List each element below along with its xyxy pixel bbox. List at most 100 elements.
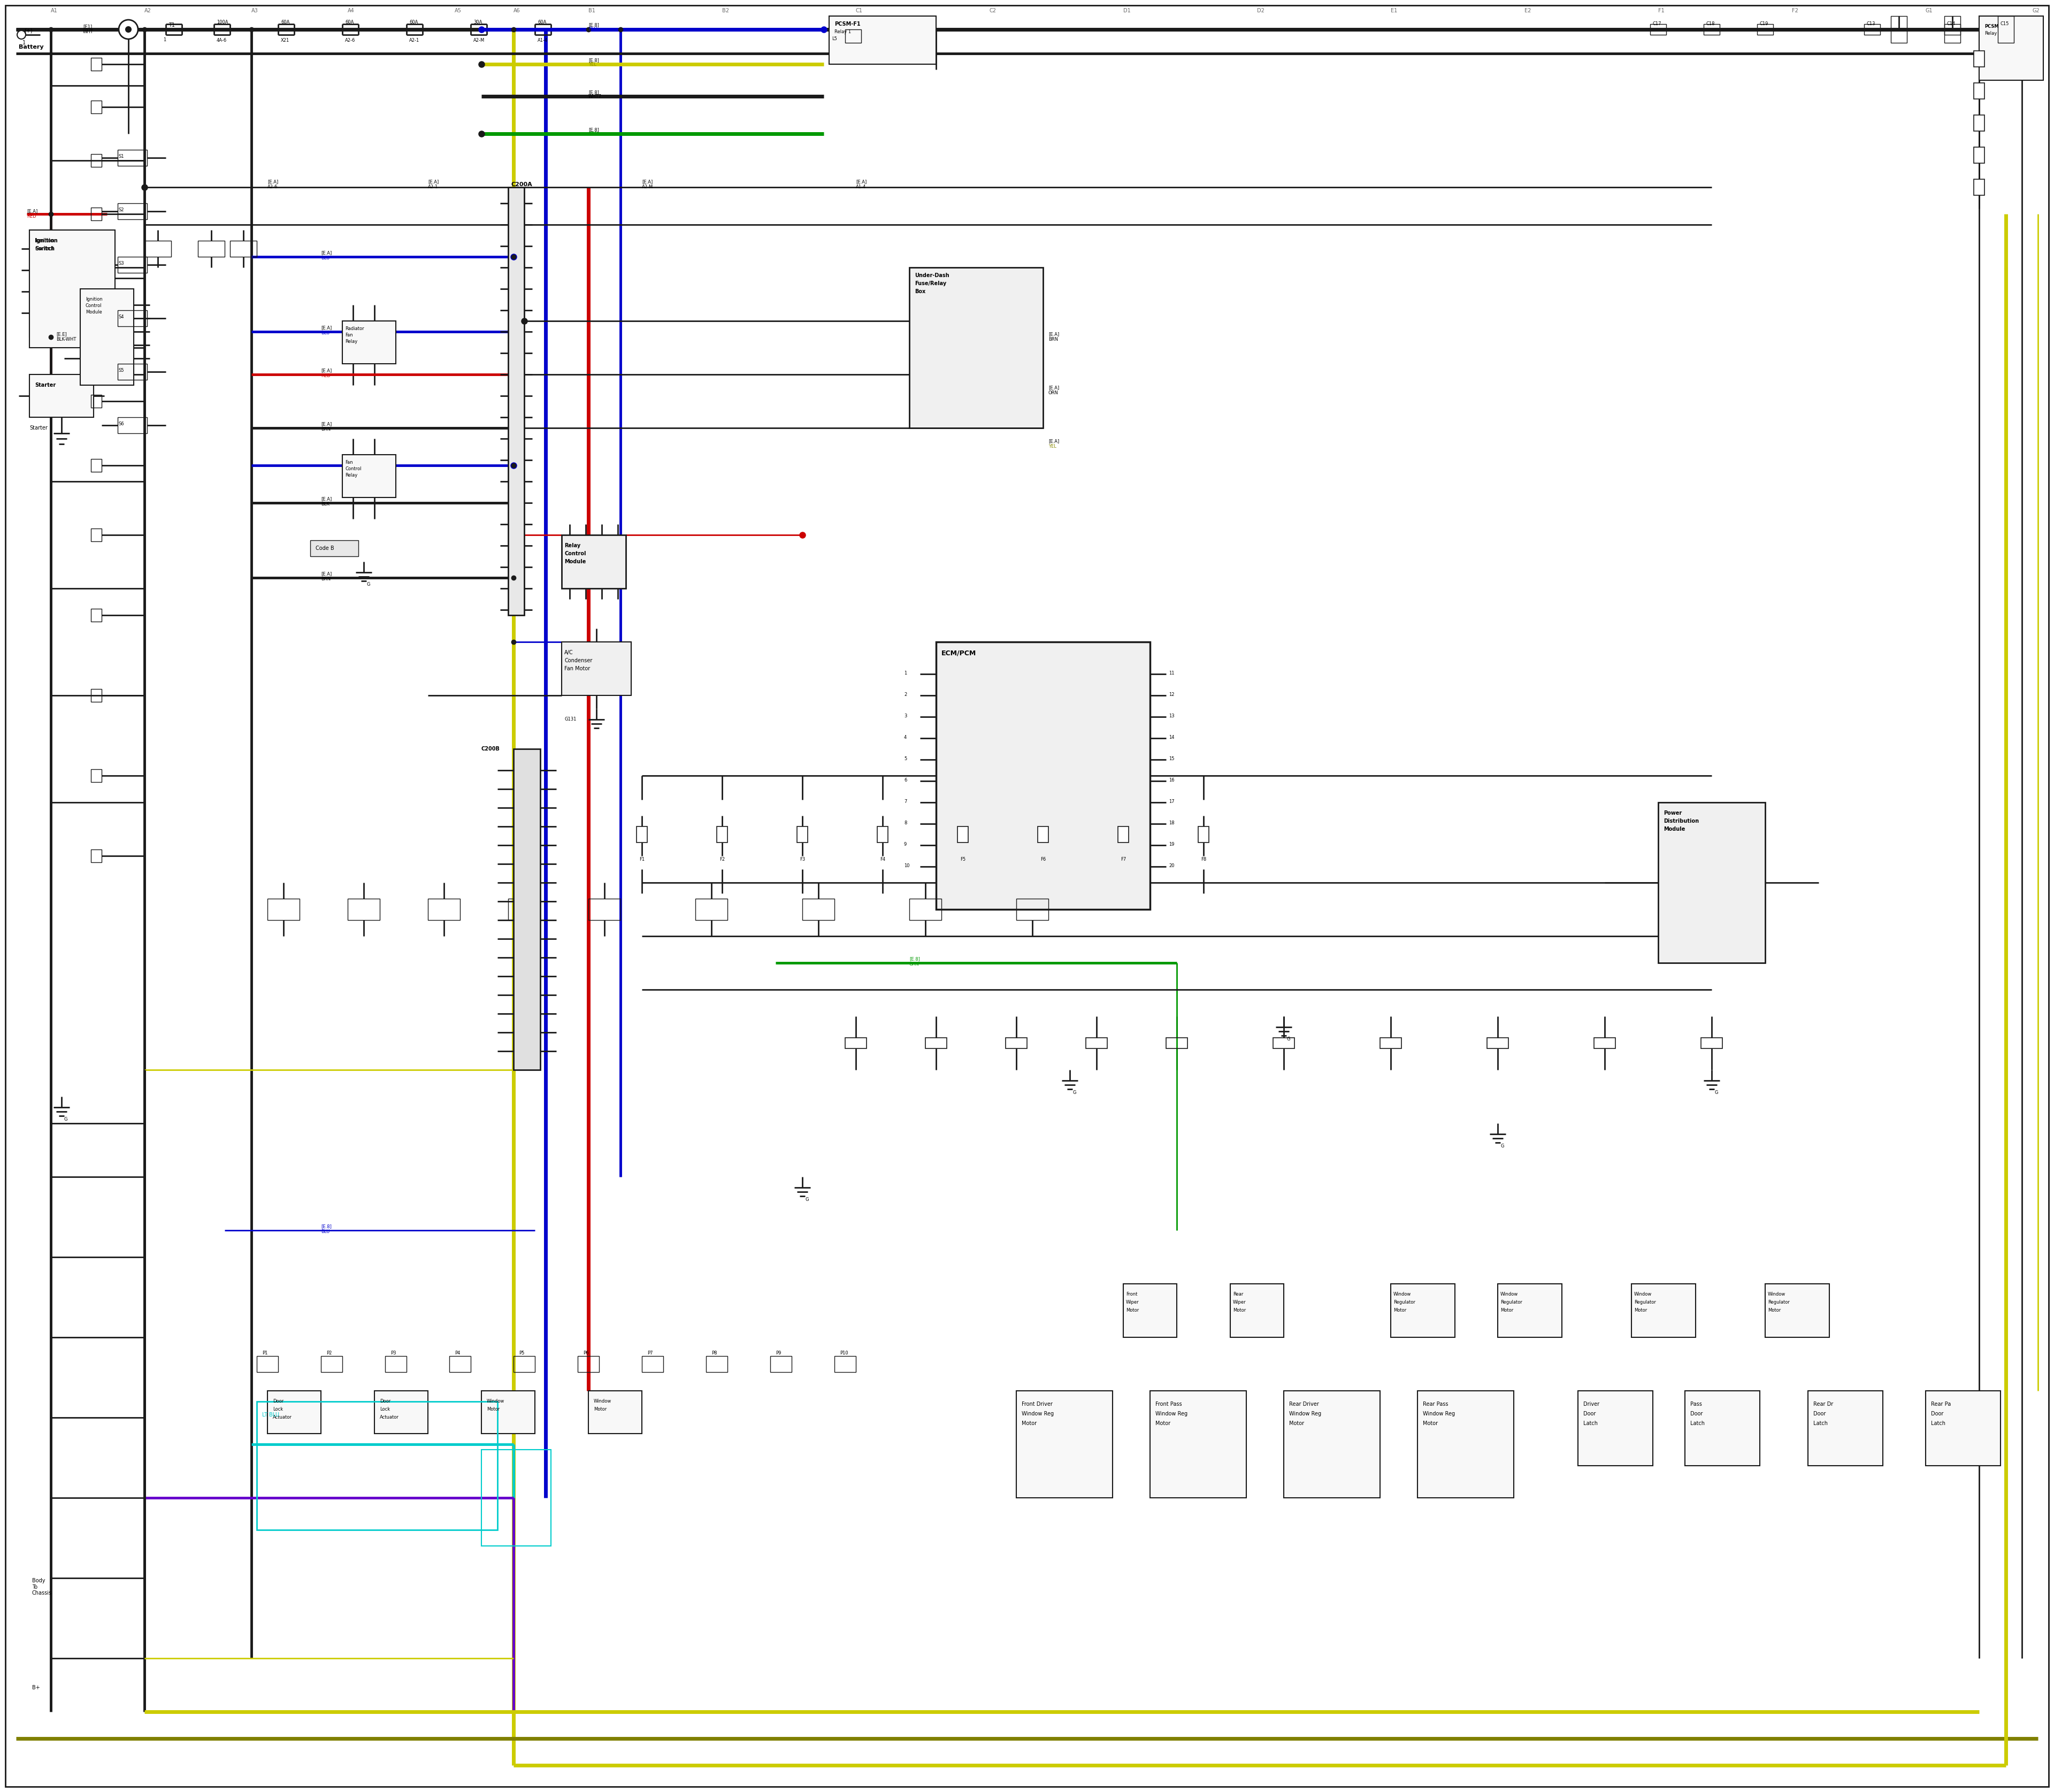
Text: Power: Power [1664, 810, 1682, 815]
Text: P2: P2 [327, 1351, 333, 1355]
Bar [1391, 1283, 1454, 1337]
Text: C17: C17 [1653, 22, 1662, 27]
Bar [696, 898, 727, 919]
Bar [117, 310, 148, 326]
Bar [257, 1357, 277, 1373]
Text: C1: C1 [857, 7, 863, 13]
Bar [29, 229, 99, 337]
Text: Door: Door [1690, 1410, 1703, 1416]
Bar [910, 898, 941, 919]
Text: LT BLU: LT BLU [263, 1412, 279, 1417]
Text: Door: Door [1584, 1410, 1596, 1416]
Text: Lock: Lock [380, 1407, 390, 1412]
Text: Motor: Motor [1768, 1308, 1781, 1314]
Text: G: G [1072, 1090, 1076, 1095]
Text: Motor: Motor [1021, 1421, 1037, 1426]
Text: Window: Window [1393, 1292, 1411, 1297]
Text: 14: 14 [1169, 735, 1175, 740]
Text: Regulator: Regulator [1635, 1299, 1656, 1305]
Bar [1017, 898, 1048, 919]
Text: A1-4: A1-4 [857, 185, 867, 190]
Text: G: G [1715, 1090, 1717, 1095]
Text: [E.A]: [E.A] [857, 179, 867, 185]
Text: PCSM-F1: PCSM-F1 [834, 22, 861, 27]
Text: G: G [1286, 1038, 1290, 1041]
Text: G1: G1 [1927, 7, 1933, 13]
Bar [90, 272, 101, 285]
Bar [1197, 826, 1210, 842]
Bar [386, 1357, 407, 1373]
Text: Window: Window [594, 1400, 612, 1403]
Bar [1892, 16, 1906, 43]
Text: Window Reg: Window Reg [1021, 1410, 1054, 1416]
Bar [320, 1357, 343, 1373]
Text: F1: F1 [1658, 7, 1664, 13]
Text: G: G [1499, 1143, 1504, 1149]
Bar [1703, 23, 1719, 34]
Text: A4: A4 [347, 7, 355, 13]
Text: BRN: BRN [1048, 337, 1058, 342]
Bar [90, 609, 101, 622]
Text: Motor: Motor [1499, 1308, 1514, 1314]
Bar [844, 1038, 867, 1048]
Text: Motor: Motor [1635, 1308, 1647, 1314]
Text: [E.8]: [E.8] [587, 127, 600, 133]
Text: Lock: Lock [273, 1407, 283, 1412]
Text: F7: F7 [1121, 857, 1126, 862]
Text: C15: C15 [2001, 22, 2009, 27]
Text: B+: B+ [33, 1684, 39, 1690]
Text: [E.8]: [E.8] [587, 57, 600, 63]
Text: [E.A]: [E.A] [427, 179, 440, 185]
Text: P4: P4 [454, 1351, 460, 1355]
Text: P9: P9 [776, 1351, 781, 1355]
Bar [117, 256, 148, 272]
Bar [797, 826, 807, 842]
Text: C14: C14 [1947, 22, 1955, 27]
Text: BLK-WHT: BLK-WHT [55, 337, 76, 342]
Bar [1380, 1038, 1401, 1048]
Text: B1: B1 [587, 7, 596, 13]
Text: Fuse/Relay: Fuse/Relay [914, 281, 947, 287]
Text: F2: F2 [719, 857, 725, 862]
Text: Relay: Relay [565, 543, 581, 548]
Text: 4A-6: 4A-6 [216, 38, 226, 43]
Text: [E1]: [E1] [82, 23, 92, 29]
Bar [844, 29, 861, 43]
Text: 1: 1 [23, 39, 27, 45]
Text: Motor: Motor [1232, 1308, 1247, 1314]
Text: Ignition: Ignition [35, 238, 53, 244]
Text: Module: Module [1664, 826, 1684, 831]
Bar [117, 418, 148, 434]
Bar [117, 364, 148, 380]
Text: [E.A]: [E.A] [641, 179, 653, 185]
Text: Rear: Rear [1232, 1292, 1243, 1297]
Bar [770, 1357, 791, 1373]
Bar [1999, 16, 2013, 43]
Text: 60A: 60A [345, 20, 353, 25]
Text: BRN: BRN [320, 577, 331, 581]
Bar [90, 154, 101, 167]
Text: Regulator: Regulator [1393, 1299, 1415, 1305]
Text: 4: 4 [904, 735, 906, 740]
Text: [E.A]: [E.A] [320, 251, 333, 254]
Bar [1124, 1283, 1177, 1337]
Text: A2-M: A2-M [641, 185, 653, 190]
Text: Motor: Motor [1393, 1308, 1407, 1314]
Bar [507, 898, 540, 919]
Text: Window: Window [487, 1400, 505, 1403]
Bar [267, 1391, 320, 1434]
Text: Wiper: Wiper [1126, 1299, 1140, 1305]
Text: Door: Door [380, 1400, 390, 1403]
Bar [80, 289, 134, 385]
Text: Window: Window [1499, 1292, 1518, 1297]
Text: P5: P5 [520, 1351, 524, 1355]
Text: Latch: Latch [1584, 1421, 1598, 1426]
Bar [707, 1357, 727, 1373]
Bar [1087, 1038, 1107, 1048]
Text: Window Reg: Window Reg [1290, 1410, 1321, 1416]
Text: C200A: C200A [511, 181, 532, 186]
Text: P8: P8 [711, 1351, 717, 1355]
Text: WHT7: WHT7 [587, 95, 602, 99]
Text: Code B: Code B [316, 545, 335, 550]
Text: X21: X21 [281, 38, 290, 43]
